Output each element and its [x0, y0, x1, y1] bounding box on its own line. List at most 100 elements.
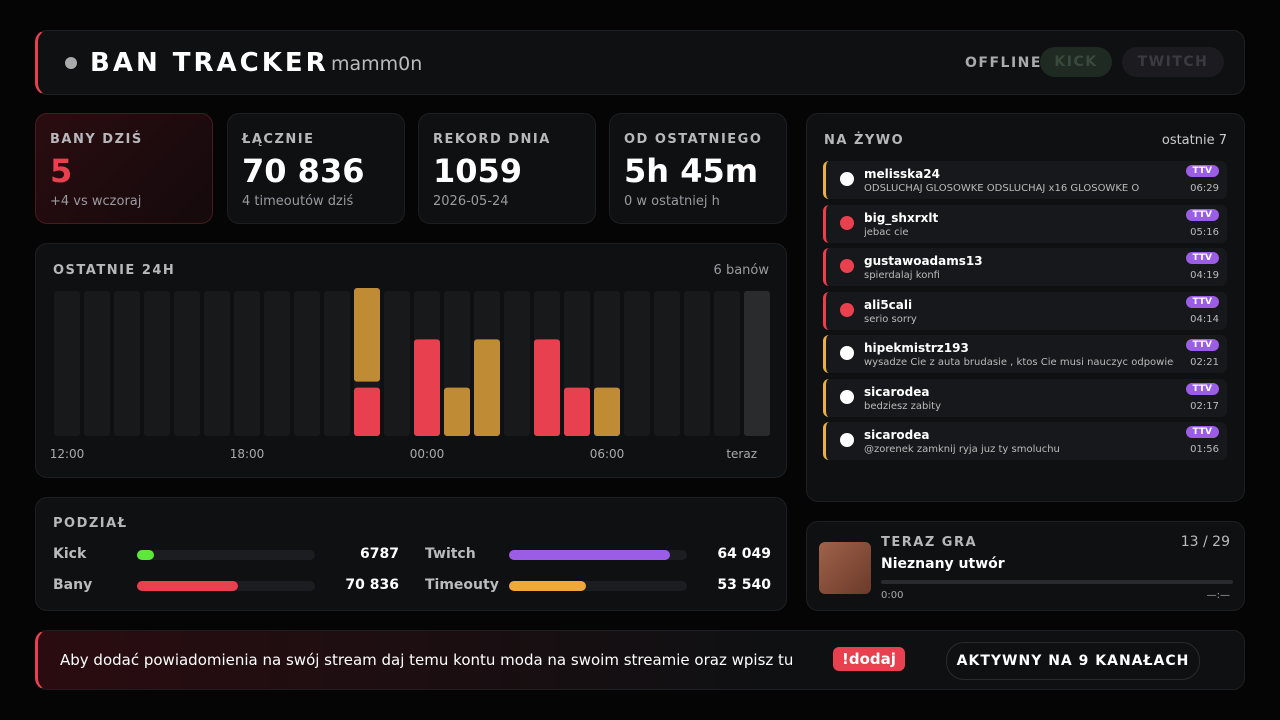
live-badge: TTV [1185, 382, 1219, 395]
x-tick-label: 00:00 [410, 447, 445, 461]
stat-card: OD OSTATNIEGO 5h 45m 0 w ostatniej h [609, 113, 787, 224]
split-name: Bany [53, 577, 93, 593]
live-time: 05:16 [1190, 226, 1219, 238]
track: Nieznany utwór [881, 556, 1005, 572]
bar-track [324, 291, 350, 436]
stat-value: 5h 45m [624, 152, 759, 190]
live-time: 02:17 [1190, 400, 1219, 412]
progress [881, 580, 1233, 584]
player-title: TERAZ GRA [881, 535, 978, 550]
bar-track [234, 291, 260, 436]
bar-track [114, 291, 140, 436]
bar-track [744, 291, 770, 436]
split-bar [137, 550, 155, 560]
live-badge: TTV [1185, 339, 1219, 351]
live-msg: spierdalaj konfi [864, 270, 940, 281]
bar-track [504, 291, 530, 436]
footer-text: Aby dodać powiadomienia na swój stream d… [60, 651, 794, 669]
live-user: hipekmistrz193 [864, 341, 969, 355]
bar [474, 339, 500, 436]
live-item: hipekmistrz193 wysadze Cie z auta brudasi… [823, 335, 1227, 373]
stat-card: ŁĄCZNIE 70 836 4 timeoutów dziś [227, 113, 405, 224]
live-msg: serio sorry [864, 313, 917, 325]
live-time: 04:14 [1190, 313, 1219, 325]
split-bar [137, 581, 239, 591]
live-msg: @zorenek zamknij ryja juz ty smoluchu [864, 444, 1060, 455]
twitch-button[interactable]: TWITCH [1122, 47, 1224, 77]
stat-value: 70 836 [242, 152, 365, 190]
live-meta: ostatnie 7 [1161, 133, 1227, 148]
elapsed: 0:00 [881, 590, 904, 601]
split-name: Timeouty [425, 577, 499, 593]
bar [444, 387, 470, 436]
bar-track [204, 291, 230, 436]
ban-icon [840, 302, 854, 317]
stat-value: 5 [50, 152, 73, 190]
live-item: sicarodea @zorenek zamknij ryja juz ty sm… [823, 422, 1227, 460]
bar-track [684, 291, 710, 436]
split-bar [509, 581, 586, 591]
bar-track [294, 291, 320, 436]
live-item: gustawoadams13 spierdalaj konfi TTV 04:19 [823, 248, 1227, 286]
stat-label: OD OSTATNIEGO [624, 132, 763, 147]
status: OFFLINE [965, 55, 1042, 71]
split-track [137, 581, 315, 591]
stat-sub: +4 vs wczoraj [50, 194, 142, 209]
cover [819, 542, 871, 594]
live-user: melisska24 [864, 167, 940, 181]
stat-sub: 4 timeoutów dziś [242, 194, 354, 209]
stat-card: REKORD DNIA 1059 2026-05-24 [418, 113, 596, 224]
live-panel: NA ŻYWO ostatnie 7 melisska24 ODSLUCHAJ G… [806, 113, 1245, 502]
bar [354, 288, 380, 382]
live-item: big_shxrxlt jebac cie TTV 05:16 [823, 204, 1227, 243]
bar [594, 387, 620, 436]
timeout-icon [840, 346, 854, 360]
stat-card: BANY DZIŚ 5 +4 vs wczoraj [35, 113, 213, 224]
split-title: PODZIAŁ [53, 516, 128, 531]
split-value: 6787 [360, 546, 399, 562]
live-item: ali5cali serio sorry TTV 04:14 [823, 291, 1227, 330]
footer: Aby dodać powiadomienia na swój stream d… [35, 630, 1245, 690]
live-badge: TTV [1185, 426, 1219, 438]
timeout-icon [840, 172, 854, 186]
timeout-icon [840, 433, 854, 447]
stat-sub: 2026-05-24 [433, 194, 509, 209]
header: BAN TRACKER mamm0n OFFLINE KICK TWITCH [35, 30, 1245, 95]
bar [534, 339, 560, 436]
bar-track [264, 291, 290, 436]
chart-panel: OSTATNIE 24H 6 banów 12:00 18:00 00:00 06:0… [35, 243, 787, 478]
chart-title: OSTATNIE 24H [53, 263, 176, 278]
footer-status: AKTYWNY NA 9 KANAŁACH [946, 642, 1200, 680]
stat-label: REKORD DNIA [433, 132, 551, 147]
split-bar [509, 550, 670, 560]
live-msg: jebac cie [864, 226, 909, 238]
bar-track [54, 291, 80, 436]
bar [414, 339, 440, 436]
live-item: melisska24 ODSLUCHAJ GLOSOWKE ODSLUCHAJ x… [823, 161, 1227, 199]
split-value: 53 540 [717, 577, 771, 593]
kick-button[interactable]: KICK [1040, 47, 1112, 77]
bar-track [384, 291, 410, 436]
x-tick-label: teraz [726, 447, 757, 461]
live-time: 04:19 [1190, 270, 1219, 281]
live-badge: TTV [1185, 165, 1219, 177]
split-track [137, 550, 315, 560]
split-value: 64 049 [717, 546, 771, 562]
live-user: sicarodea [864, 384, 930, 399]
live-badge: TTV [1185, 295, 1219, 308]
status-dot [65, 57, 77, 69]
split-track [509, 581, 687, 591]
live-time: 06:29 [1190, 183, 1219, 194]
ban-icon [840, 215, 854, 230]
live-user: gustawoadams13 [864, 254, 983, 268]
ban-icon [840, 259, 854, 273]
live-msg: bedziesz zabity [864, 400, 942, 412]
stat-value: 1059 [433, 152, 523, 190]
split-value: 70 836 [345, 577, 399, 593]
live-time: 02:21 [1190, 357, 1219, 368]
x-tick-label: 06:00 [590, 447, 625, 461]
live-time: 01:56 [1190, 444, 1219, 455]
live-user: sicarodea [864, 428, 930, 442]
split-name: Kick [53, 546, 87, 562]
title: BAN TRACKER [90, 48, 329, 78]
